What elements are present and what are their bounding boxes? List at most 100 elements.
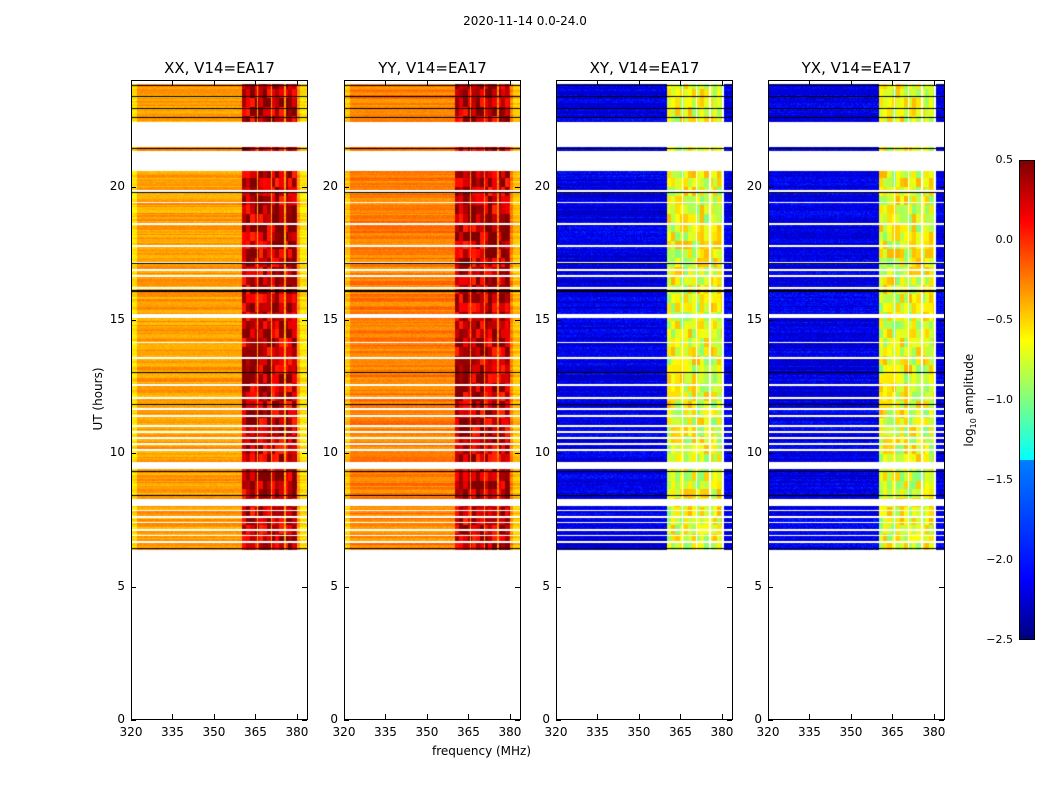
x-tick-mark [850, 81, 852, 86]
y-tick-label: 5 [330, 578, 338, 593]
panel-title: YX, V14=EA17 [801, 59, 912, 77]
colorbar-tick-label: 0.0 [995, 233, 1014, 246]
x-tick-label: 365 [244, 725, 267, 739]
x-tick-mark [809, 714, 811, 719]
y-tick-label: 0 [542, 712, 550, 726]
y-tick-label: 5 [754, 578, 762, 593]
x-tick-mark [344, 81, 345, 86]
y-tick-mark [556, 186, 561, 188]
x-tick-mark [255, 81, 257, 86]
y-tick-label: 20 [322, 178, 338, 193]
x-tick-mark [296, 714, 298, 719]
x-tick-mark [850, 714, 852, 719]
y-tick-label: 15 [534, 312, 550, 326]
x-tick-mark [933, 81, 935, 86]
y-tick-label: 10 [746, 445, 762, 460]
x-tick-label: 365 [457, 725, 480, 739]
y-tick-label: 20 [534, 178, 550, 193]
colorbar-tick-label: −0.5 [986, 313, 1013, 326]
x-tick-mark [172, 81, 174, 86]
heatmap-panel-yx [768, 80, 945, 720]
y-tick-mark [302, 453, 307, 455]
x-tick-mark [468, 714, 470, 719]
y-tick-mark [344, 453, 349, 455]
x-tick-label: 320 [544, 725, 568, 739]
heatmap-image [345, 81, 520, 719]
y-tick-mark [515, 720, 520, 721]
x-tick-label: 350 [839, 725, 863, 739]
x-tick-mark [597, 714, 599, 719]
heatmap-panel-xx [131, 80, 308, 720]
x-tick-mark [638, 714, 640, 719]
x-tick-mark [768, 81, 769, 86]
colorbar-label: log10 amplitude [961, 353, 979, 447]
x-tick-label: 335 [374, 725, 397, 739]
panel-title: YY, V14=EA17 [378, 59, 487, 77]
x-tick-label: 335 [586, 725, 609, 739]
x-tick-mark [468, 81, 470, 86]
x-tick-label: 380 [710, 725, 734, 739]
heatmap-image [132, 81, 307, 719]
y-tick-mark [727, 453, 732, 455]
heatmap-panel-yy [344, 80, 521, 720]
x-tick-mark [721, 714, 723, 719]
x-tick-mark [892, 714, 894, 719]
x-tick-mark [556, 714, 557, 719]
y-tick-mark [344, 186, 349, 188]
x-tick-mark [296, 81, 298, 86]
colorbar [1019, 160, 1035, 640]
x-tick-mark [426, 714, 428, 719]
x-tick-mark [213, 81, 215, 86]
x-tick-mark [556, 81, 557, 86]
panel-title: XY, V14=EA17 [589, 59, 700, 77]
y-tick-mark [768, 720, 773, 721]
y-tick-label: 15 [322, 312, 338, 326]
x-tick-mark [933, 714, 935, 719]
y-tick-mark [556, 586, 561, 588]
y-tick-mark [768, 453, 773, 455]
y-tick-mark [556, 320, 561, 321]
y-tick-label: 10 [109, 445, 125, 460]
x-tick-label: 350 [415, 725, 439, 739]
y-tick-mark [344, 720, 349, 721]
x-tick-mark [721, 81, 723, 86]
y-tick-mark [302, 720, 307, 721]
y-tick-mark [131, 186, 136, 188]
y-tick-mark [131, 320, 136, 321]
x-tick-mark [680, 714, 682, 719]
colorbar-tick-label: −2.0 [986, 553, 1013, 566]
y-tick-mark [727, 186, 732, 188]
y-tick-label: 10 [322, 445, 338, 460]
colorbar-tick-label: −1.0 [986, 393, 1013, 406]
y-tick-mark [768, 586, 773, 588]
y-tick-mark [556, 453, 561, 455]
panel-title: XX, V14=EA17 [164, 59, 275, 77]
x-tick-label: 365 [669, 725, 692, 739]
x-tick-label: 335 [161, 725, 184, 739]
y-tick-mark [344, 586, 349, 588]
x-tick-label: 380 [285, 725, 309, 739]
x-tick-label: 350 [627, 725, 651, 739]
x-tick-mark [809, 81, 811, 86]
x-tick-mark [131, 714, 132, 719]
y-tick-mark [302, 586, 307, 588]
y-tick-mark [939, 320, 944, 321]
x-tick-mark [131, 81, 132, 86]
y-tick-label: 20 [746, 178, 762, 193]
x-tick-label: 365 [881, 725, 904, 739]
y-tick-mark [727, 320, 732, 321]
heatmap-image [769, 81, 944, 719]
y-tick-mark [727, 586, 732, 588]
x-tick-mark [172, 714, 174, 719]
figure-title: 2020-11-14 0.0-24.0 [463, 14, 587, 28]
x-tick-mark [768, 714, 769, 719]
x-tick-mark [680, 81, 682, 86]
heatmap-image [557, 81, 732, 719]
y-tick-mark [515, 186, 520, 188]
colorbar-tick-label: 0.5 [995, 153, 1014, 166]
y-tick-mark [515, 453, 520, 455]
colorbar-tick-label: −2.5 [986, 633, 1013, 646]
x-tick-mark [385, 714, 387, 719]
y-tick-mark [939, 453, 944, 455]
